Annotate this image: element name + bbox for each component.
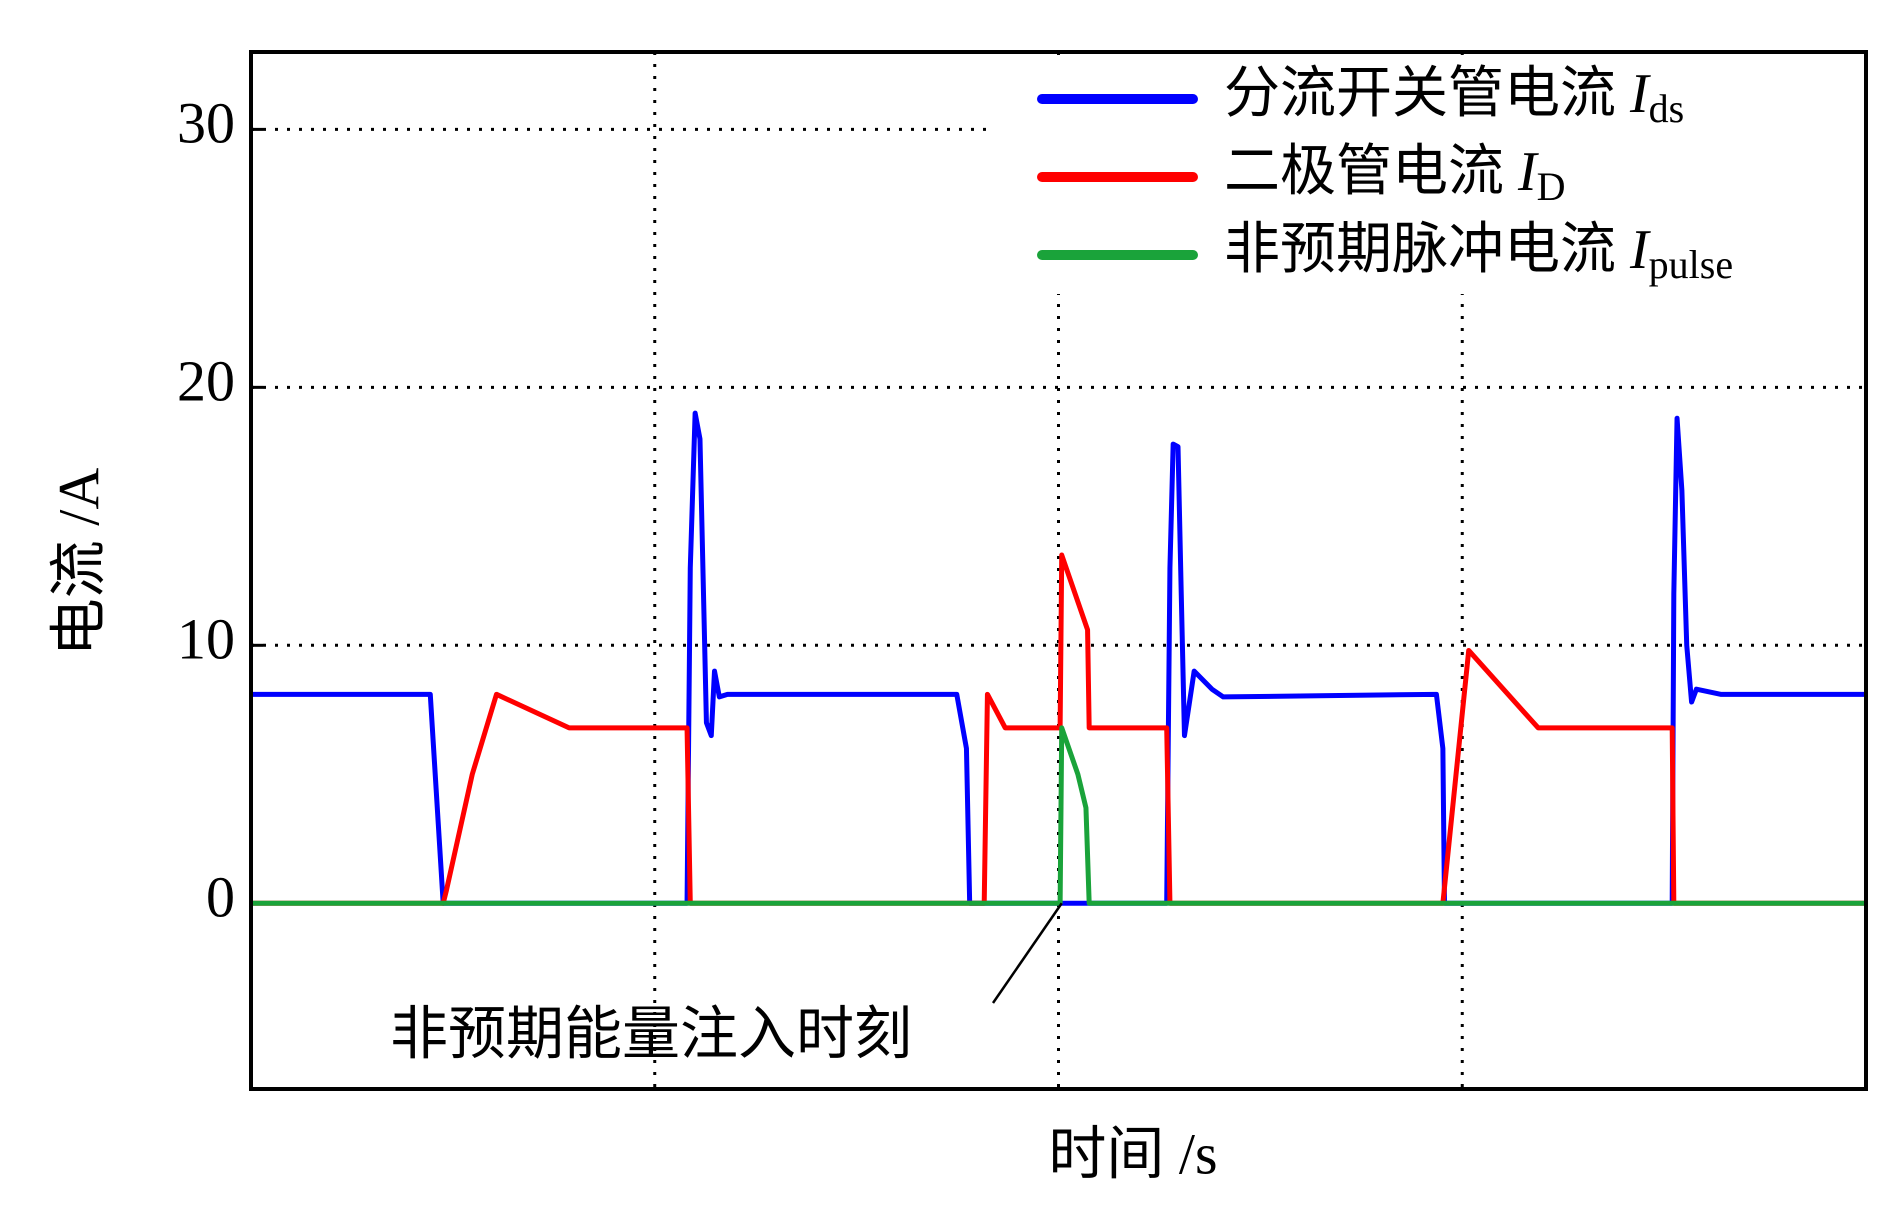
legend-subscript: ds <box>1649 86 1685 131</box>
legend-subscript: D <box>1537 164 1566 209</box>
legend-label: 非预期脉冲电流 Ipulse <box>1224 219 1733 287</box>
annotation-text: 非预期能量注入时刻 <box>390 1001 912 1066</box>
legend-subscript: pulse <box>1649 242 1733 287</box>
legend-symbol: I <box>1629 219 1651 281</box>
legend-name: 二极管电流 <box>1224 141 1504 203</box>
y-axis-label: 电流 /A <box>46 468 111 657</box>
y-tick-label: 20 <box>177 349 235 414</box>
legend-label: 二极管电流 ID <box>1224 141 1566 209</box>
legend-symbol: I <box>1629 63 1651 125</box>
series-line <box>251 410 1866 906</box>
legend-symbol: I <box>1517 141 1539 203</box>
annotation-leader <box>991 902 1063 1004</box>
legend-name: 分流开关管电流 <box>1224 63 1616 125</box>
series-line <box>251 725 1866 906</box>
legend-label: 分流开关管电流 Ids <box>1224 63 1684 131</box>
x-axis-label: 时间 /s <box>1048 1121 1217 1186</box>
y-tick-label: 10 <box>177 607 235 672</box>
plot-frame <box>249 50 1868 1091</box>
legend-name: 非预期脉冲电流 <box>1224 219 1616 281</box>
y-tick-label: 0 <box>206 865 235 930</box>
y-tick-label: 30 <box>177 91 235 156</box>
